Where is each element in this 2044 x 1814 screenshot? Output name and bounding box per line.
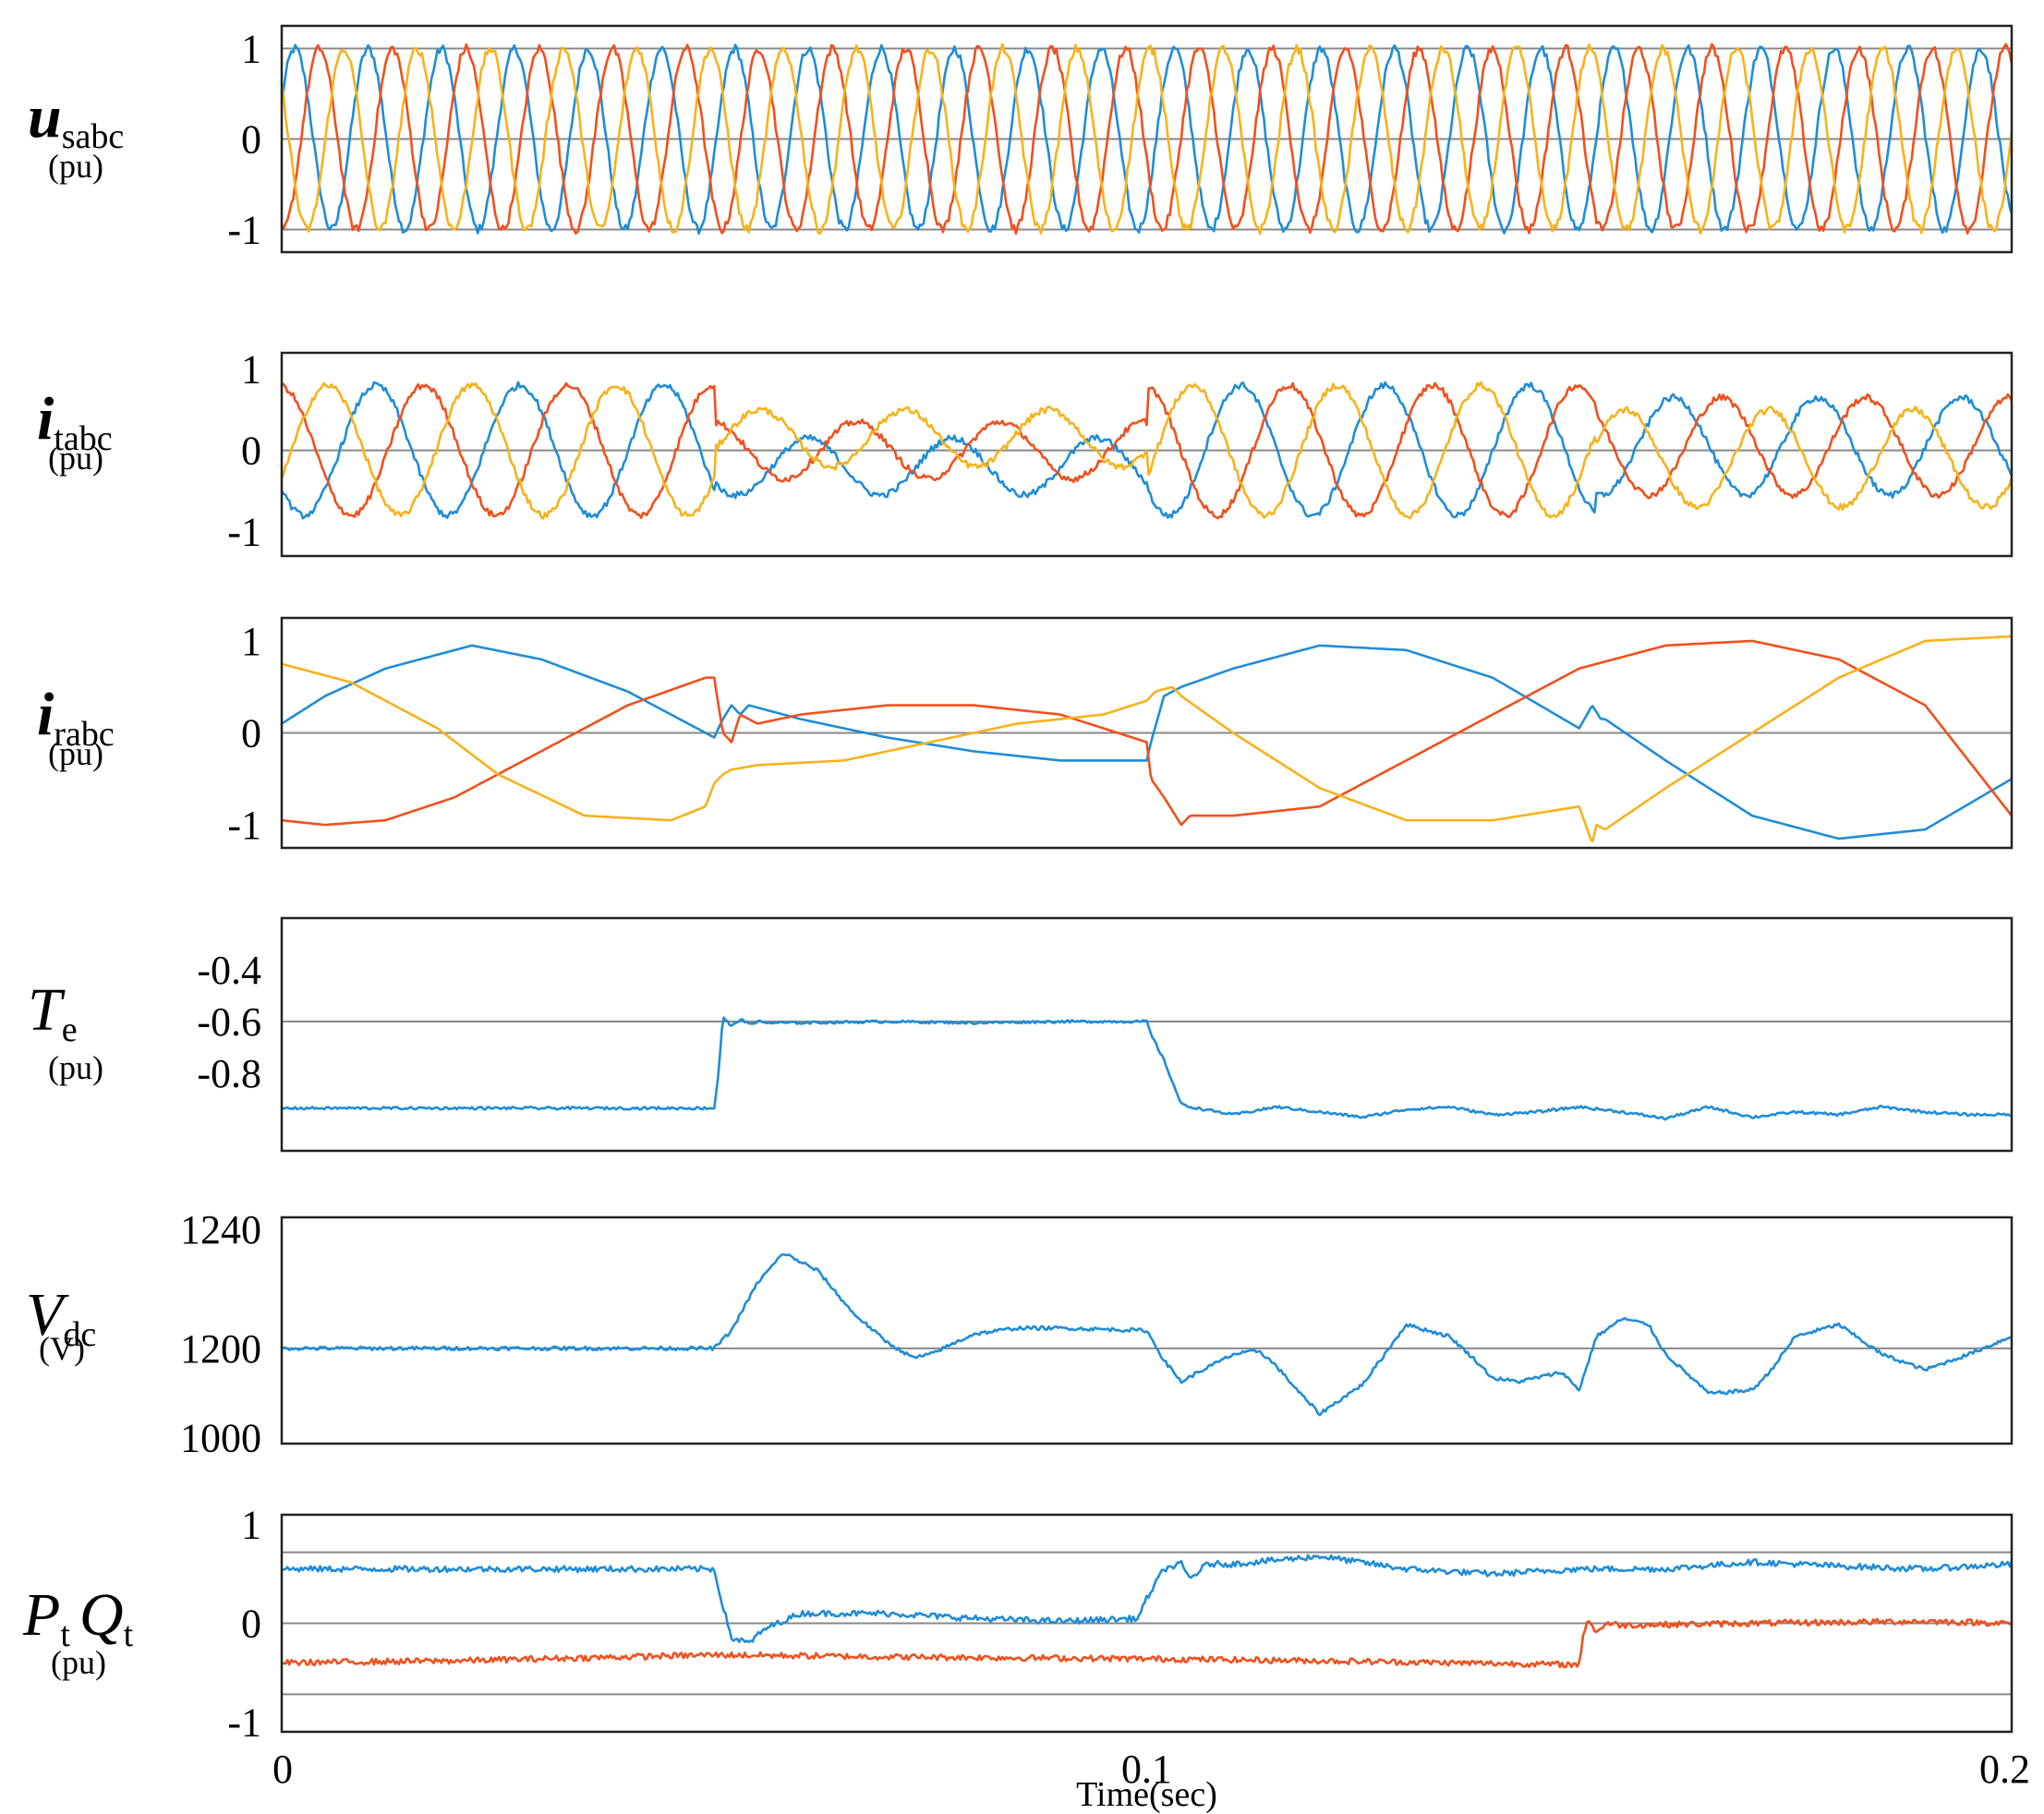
series-line-vdc (281, 1252, 2013, 1417)
panel-1: 1 0 -1 usabc(pu) (28, 24, 2014, 254)
panel-2: 1 0 -1 itabc(pu) (37, 347, 2014, 558)
y-tick-label: -0.8 (197, 1051, 261, 1096)
y-tick-label: 0 (241, 429, 261, 474)
y-tick-label: 0 (241, 117, 261, 163)
y-tick-label: 1 (241, 27, 261, 72)
y-tick-label: -1 (227, 1699, 261, 1745)
y-axis-label: itabc (37, 385, 113, 458)
panel-5: 1240 1200 1000 Vdc(V) (26, 1207, 2014, 1461)
y-axis-unit: (pu) (48, 148, 103, 185)
y-tick-label: 1000 (180, 1416, 261, 1461)
series-line-phase-c (281, 635, 2013, 843)
x-tick-label: 0.2 (1979, 1747, 2030, 1792)
y-axis-unit: (pu) (48, 440, 103, 477)
y-tick-label: 1200 (180, 1326, 261, 1372)
series-line-qt (281, 1617, 2013, 1669)
y-tick-label: -1 (227, 510, 261, 555)
plot-frame (280, 351, 2014, 558)
series-line-phase-a (280, 43, 2014, 236)
y-axis-label: Te (28, 976, 78, 1049)
y-tick-label: -1 (227, 803, 261, 848)
y-axis-unit: (V) (39, 1330, 85, 1367)
y-tick-label: -1 (227, 208, 261, 253)
x-tick-label: 0.1 (1121, 1747, 1172, 1792)
series-line-phase-c (280, 381, 2014, 520)
series-line-phase-a (280, 381, 2014, 520)
series-line-pt (281, 1554, 2014, 1644)
plot-frame (280, 616, 2014, 850)
y-axis-label: irabc (37, 681, 115, 754)
y-axis-unit: (pu) (48, 735, 103, 772)
x-axis-title: Time(sec) (1076, 1775, 1217, 1814)
y-tick-label: -0.4 (197, 948, 261, 993)
y-axis-unit: (pu) (51, 1644, 106, 1681)
series-line-phase-a (281, 644, 2013, 840)
panel-4: -0.4 -0.6 -0.8 Te(pu) (28, 916, 2014, 1153)
series-line-te (281, 1016, 2013, 1121)
plot-frame (280, 1215, 2014, 1445)
series-line-phase-b (281, 639, 2014, 827)
y-axis-label: usabc (28, 83, 124, 156)
series-line-phase-c (280, 42, 2014, 236)
y-tick-label: 1 (241, 1503, 261, 1548)
y-tick-label: 1240 (180, 1207, 261, 1252)
y-tick-label: 0 (241, 1602, 261, 1647)
y-axis-label: Vdc (26, 1281, 96, 1354)
plot-frame (280, 916, 2014, 1153)
panel-3: 1 0 -1 irabc(pu) (37, 616, 2014, 850)
series-line-phase-b (280, 42, 2014, 236)
x-tick-label: 0 (272, 1747, 293, 1792)
plot-frame (280, 1513, 2014, 1734)
y-tick-label: 1 (241, 347, 261, 393)
panel-6: 1 0 -1 Pt Qt(pu) (22, 1503, 2014, 1745)
plot-frame (280, 24, 2014, 254)
series-line-phase-b (281, 381, 2014, 520)
y-tick-label: 1 (241, 619, 261, 664)
y-axis-label: Pt Qt (22, 1581, 134, 1654)
y-axis-unit: (pu) (48, 1049, 103, 1086)
y-tick-label: -0.6 (197, 999, 261, 1045)
y-tick-label: 0 (241, 711, 261, 756)
